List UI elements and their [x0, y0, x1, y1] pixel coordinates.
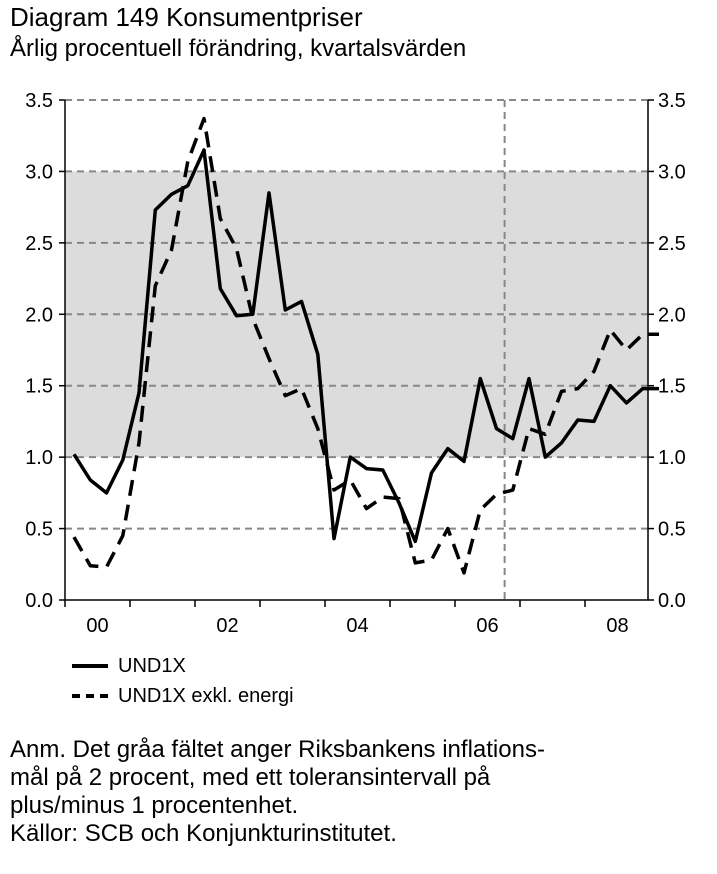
legend-label-und1x: UND1X: [118, 655, 186, 677]
x-tick-label: 08: [606, 615, 628, 637]
legend-swatch-dashed: [72, 694, 108, 698]
y-tick-label-right: 1.5: [658, 376, 686, 398]
chart-subtitle: Årlig procentuell förändring, kvartalsvä…: [10, 35, 467, 62]
footnote: Anm. Det gråa fältet anger Riksbankens i…: [10, 736, 710, 848]
footnote-line: mål på 2 procent, med ett toleransinterv…: [10, 764, 491, 791]
y-tick-label-left: 2.5: [25, 233, 53, 255]
series-line-und1x-exkl-energi: [72, 116, 659, 575]
footnote-line: plus/minus 1 procentenhet.: [10, 792, 299, 819]
x-tick-label: 00: [86, 615, 108, 637]
y-tick-label-left: 3.0: [25, 161, 53, 183]
x-tick-label: 02: [216, 615, 238, 637]
x-tick-label: 04: [346, 615, 368, 637]
x-tick-label: 06: [476, 615, 498, 637]
y-tick-label-right: 2.0: [658, 304, 686, 326]
y-tick-label-right: 0.5: [658, 519, 686, 541]
legend-item-und1x: UND1X: [72, 651, 294, 681]
legend-item-und1x-exkl-energi: UND1X exkl. energi: [72, 681, 294, 711]
chart-title: Diagram 149 Konsumentpriser: [10, 2, 363, 32]
y-tick-label-right: 2.5: [658, 233, 686, 255]
legend-label-und1x-exkl-energi: UND1X exkl. energi: [118, 685, 294, 707]
y-tick-label-left: 0.5: [25, 519, 53, 541]
legend-swatch-solid: [72, 664, 108, 668]
y-tick-label-left: 1.5: [25, 376, 53, 398]
y-tick-label-left: 1.0: [25, 447, 53, 469]
y-tick-label-left: 0.0: [25, 590, 53, 612]
y-tick-label-right: 1.0: [658, 447, 686, 469]
footnote-line: Anm. Det gråa fältet anger Riksbankens i…: [10, 736, 545, 763]
y-tick-label-right: 0.0: [658, 590, 686, 612]
legend: UND1X UND1X exkl. energi: [72, 651, 294, 711]
footnote-line: Källor: SCB och Konjunkturinstitutet.: [10, 820, 397, 847]
series-line-und1x: [72, 148, 659, 544]
y-tick-label-right: 3.5: [658, 90, 686, 112]
y-tick-label-left: 2.0: [25, 304, 53, 326]
line-chart: 0.0 0.0 0.5 0.5 1.0 1.0 1.5 1.5 2.0 2.0 2.5 2.5 3.0 3…: [25, 90, 686, 637]
y-tick-label-right: 3.0: [658, 161, 686, 183]
y-tick-label-left: 3.5: [25, 90, 53, 112]
